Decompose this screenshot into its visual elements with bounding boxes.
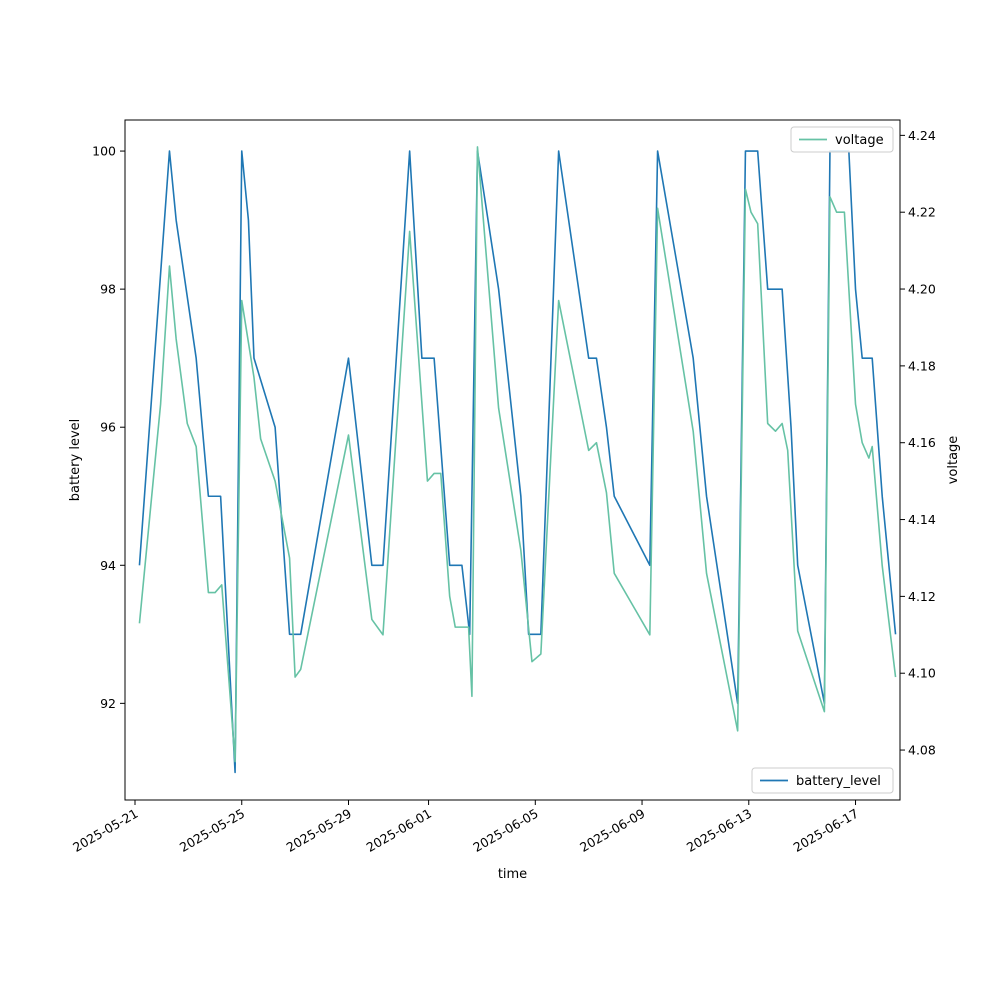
x-tick-label: 2025-06-01 bbox=[364, 806, 434, 855]
x-tick-label: 2025-05-25 bbox=[177, 806, 247, 855]
x-axis-label: time bbox=[498, 867, 527, 882]
y-right-tick-label: 4.18 bbox=[908, 358, 936, 373]
legend-label: battery_level bbox=[796, 774, 881, 789]
x-tick-label: 2025-06-13 bbox=[684, 806, 754, 855]
y-right-tick-label: 4.10 bbox=[908, 666, 936, 681]
y-right-tick-label: 4.08 bbox=[908, 743, 936, 758]
legends-layer: battery_level voltage bbox=[751, 126, 894, 794]
axes-frame bbox=[124, 119, 901, 801]
y-left-tick-label: 100 bbox=[92, 144, 116, 159]
series-line-battery-level bbox=[138, 150, 897, 774]
series-layer bbox=[138, 146, 897, 774]
y-left-axis-label: battery level bbox=[68, 419, 83, 502]
y-left-tick-label: 96 bbox=[100, 420, 116, 435]
y-right-axis-label: voltage bbox=[946, 436, 961, 485]
y-right-tick-label: 4.22 bbox=[908, 205, 936, 220]
legend-voltage: voltage bbox=[790, 126, 894, 153]
y-right-tick-label: 4.24 bbox=[908, 128, 936, 143]
y-right-tick-label: 4.20 bbox=[908, 282, 936, 297]
y-left-tick-label: 98 bbox=[100, 282, 116, 297]
y-right-tick-label: 4.14 bbox=[908, 512, 936, 527]
legend-battery-level: battery_level bbox=[751, 767, 894, 794]
plot-area-border bbox=[124, 119, 901, 801]
x-tick-label: 2025-05-29 bbox=[284, 806, 354, 855]
legend-box bbox=[751, 767, 894, 794]
legend-label: voltage bbox=[835, 133, 884, 148]
x-tick-label: 2025-06-09 bbox=[577, 806, 647, 855]
x-tick-label: 2025-06-05 bbox=[470, 806, 540, 855]
y-right-tick-label: 4.12 bbox=[908, 589, 936, 604]
y-left-tick-label: 92 bbox=[100, 696, 116, 711]
x-tick-label: 2025-06-17 bbox=[791, 806, 861, 855]
y-left-tick-label: 94 bbox=[100, 558, 116, 573]
legend-box bbox=[790, 126, 894, 153]
y-right-tick-label: 4.16 bbox=[908, 435, 936, 450]
series-line-voltage bbox=[138, 146, 897, 763]
x-tick-label: 2025-05-21 bbox=[70, 806, 140, 855]
